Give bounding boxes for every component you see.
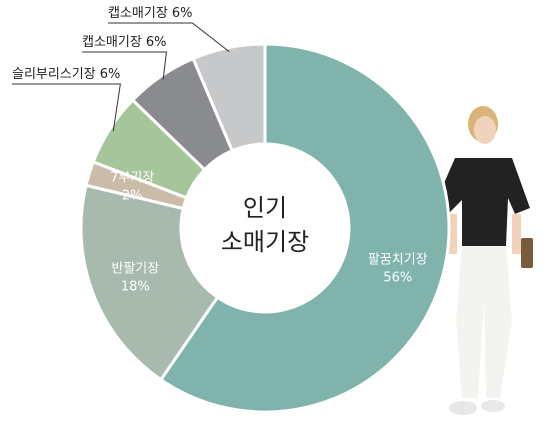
slice-value: 6% — [100, 67, 121, 82]
slice-name: 캡소매기장 — [108, 6, 168, 21]
center-label: 인기 — [243, 194, 287, 222]
center-label: 소매기장 — [221, 228, 309, 256]
slice-label: 슬리부리스기장 6% — [12, 67, 120, 82]
slice-value: 18% — [121, 279, 150, 294]
slice-value: 6% — [146, 35, 167, 50]
slice-value: 6% — [172, 6, 193, 21]
slice-label: 캡소매기장 6% — [108, 6, 192, 21]
model-figure — [434, 106, 533, 415]
slice-label: 반팔기장 — [111, 261, 159, 276]
slice-name: 캡소매기장 — [82, 35, 142, 50]
slice-label: 캡소매기장 6% — [82, 35, 166, 50]
leader-line — [12, 84, 120, 131]
slice-label: 팔꿈치기장 — [368, 253, 428, 268]
chart: 인기 소매기장 팔꿈치기장56%반팔기장18%7부기장2%슬리부리스기장6%캡소… — [0, 0, 543, 426]
slice-value: 2% — [122, 188, 143, 203]
slice-value: 56% — [383, 271, 412, 286]
slice-label: 7부기장 — [110, 170, 154, 185]
slice-name: 슬리부리스기장 — [12, 67, 96, 82]
